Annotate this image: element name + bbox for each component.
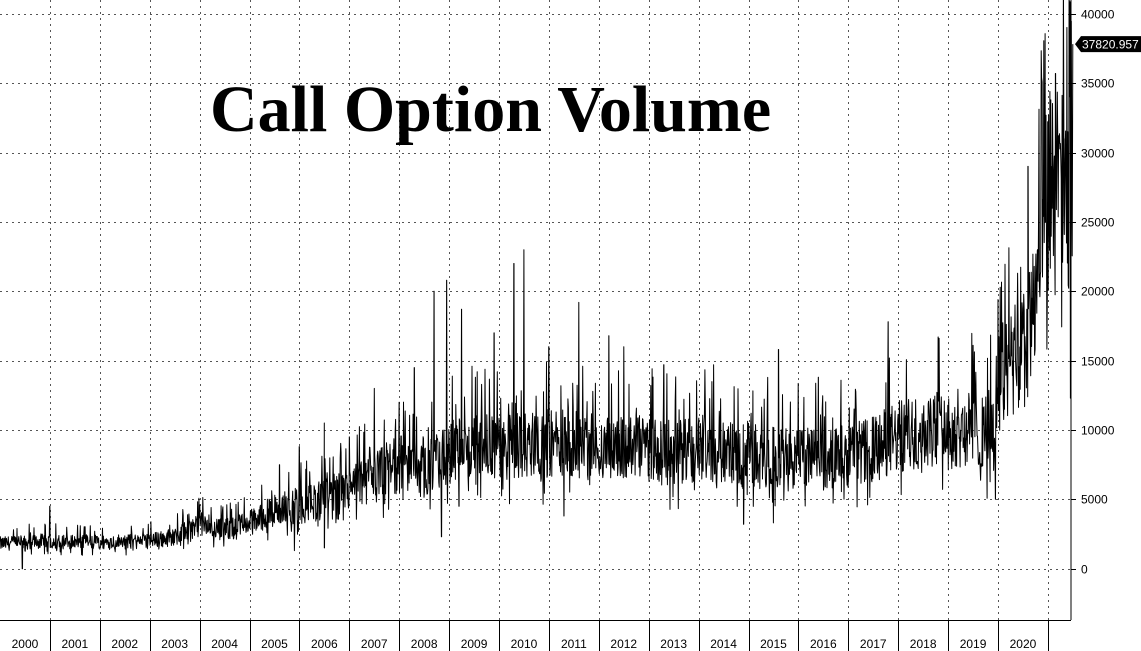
x-tick-label: 2016: [810, 637, 837, 651]
x-tick-label: 2010: [511, 637, 538, 651]
x-tick-label: 2006: [311, 637, 338, 651]
x-tick-label: 2011: [561, 637, 587, 651]
last-value-badge: 37820.957: [1075, 36, 1141, 53]
x-axis: 2000 2001 2002 2003 2004 2005 2006 2007 2008 2009…: [0, 620, 1071, 651]
y-tick-label: 0: [1081, 563, 1088, 577]
x-tick-label: 2019: [960, 637, 987, 651]
series-layer: [0, 0, 1074, 570]
x-tick-label: 2009: [461, 637, 488, 651]
last-value-badge-shape: [1075, 36, 1141, 53]
x-tick-label: 2018: [910, 637, 937, 651]
y-tick-label: 30000: [1081, 147, 1115, 161]
x-tick-label: 2015: [760, 637, 787, 651]
last-value-label: 37820.957: [1082, 38, 1139, 52]
x-tick-label: 2002: [111, 637, 138, 651]
y-tick-label: 15000: [1081, 355, 1115, 369]
x-tick-label: 2004: [211, 637, 238, 651]
x-tick-label: 2012: [610, 637, 637, 651]
x-tick-label: 2001: [61, 637, 88, 651]
x-tick-label: 2005: [261, 637, 288, 651]
x-tick-label: 2003: [161, 637, 188, 651]
y-tick-label: 20000: [1081, 285, 1115, 299]
x-tick-label: 2013: [660, 637, 687, 651]
y-tick-label: 25000: [1081, 216, 1115, 230]
x-tick-label: 2020: [1010, 637, 1037, 651]
x-tick-label: 2000: [12, 637, 39, 651]
series-line: [0, 0, 1074, 570]
y-tick-label: 40000: [1081, 8, 1115, 22]
y-tick-label: 35000: [1081, 77, 1115, 91]
x-tick-label: 2014: [710, 637, 737, 651]
y-tick-label: 5000: [1081, 493, 1108, 507]
y-axis: 0 5000 10000 15000 20000 25000 30000 35000 40000: [1070, 0, 1115, 620]
grid-lines: [0, 0, 1071, 620]
x-tick-label: 2008: [411, 637, 438, 651]
y-tick-label: 10000: [1081, 424, 1115, 438]
chart-title: Call Option Volume: [210, 73, 771, 146]
x-tick-label: 2017: [860, 637, 887, 651]
x-tick-label: 2007: [361, 637, 388, 651]
